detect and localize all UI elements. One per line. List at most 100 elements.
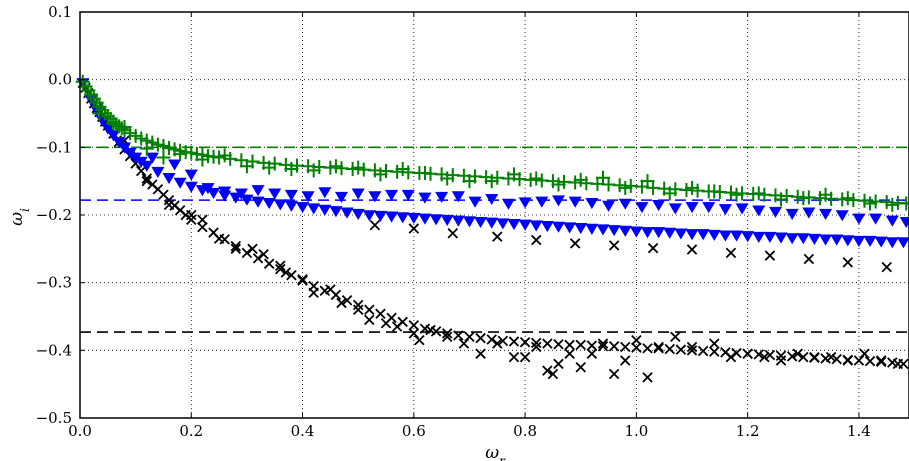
x-marker — [586, 340, 598, 351]
x-marker — [542, 338, 553, 349]
triangle-marker — [451, 215, 465, 227]
x-marker — [197, 214, 208, 225]
triangle-marker — [718, 204, 732, 216]
triangle-marker — [574, 223, 588, 235]
triangle-marker — [785, 208, 799, 220]
triangle-marker — [340, 207, 354, 219]
x-marker — [775, 350, 787, 361]
x-marker — [380, 318, 392, 329]
x-marker — [141, 175, 153, 187]
x-marker — [508, 336, 520, 347]
x-marker — [569, 238, 581, 249]
triangle-marker — [474, 216, 488, 229]
x-marker — [575, 362, 586, 373]
x-tick-label: 0.4 — [291, 422, 315, 440]
triangle-marker — [518, 197, 532, 209]
triangle-marker — [112, 137, 126, 149]
x-marker — [186, 214, 197, 225]
x-marker — [553, 358, 564, 370]
x-marker — [764, 250, 776, 261]
plus-marker — [262, 160, 277, 175]
triangle-marker — [234, 188, 248, 200]
triangle-marker — [435, 191, 449, 204]
x-marker — [631, 334, 642, 346]
x-marker — [530, 341, 542, 353]
x-marker — [608, 240, 620, 251]
x-marker — [364, 314, 375, 326]
triangle-marker — [863, 235, 877, 248]
triangle-marker — [551, 221, 566, 233]
plus-marker — [796, 191, 811, 206]
triangle-marker — [318, 187, 332, 199]
plus-marker — [173, 147, 188, 162]
x-marker — [297, 274, 308, 285]
triangle-marker — [652, 227, 666, 239]
triangle-marker — [796, 233, 810, 245]
x-marker — [492, 231, 503, 242]
triangle-marker — [707, 229, 721, 241]
triangle-marker — [718, 230, 732, 242]
triangle-marker — [140, 160, 154, 172]
triangle-marker — [440, 214, 454, 227]
plus-marker — [239, 159, 254, 174]
triangle-marker — [618, 198, 632, 210]
triangle-marker — [652, 200, 666, 212]
triangle-marker — [835, 210, 849, 222]
x-marker — [608, 368, 620, 380]
x-marker — [453, 330, 464, 341]
triangle-marker — [518, 219, 532, 231]
x-marker — [369, 219, 381, 231]
y-tick-label: −0.3 — [36, 274, 72, 292]
triangle-marker — [407, 212, 421, 224]
x-marker — [352, 304, 364, 315]
plus-marker — [506, 167, 521, 182]
x-marker — [653, 341, 664, 353]
x-marker — [742, 348, 753, 359]
x-marker — [258, 249, 269, 260]
x-marker — [798, 351, 809, 363]
x-marker — [441, 331, 453, 343]
x-marker — [792, 348, 803, 359]
x-marker — [553, 339, 564, 350]
x-marker — [709, 338, 720, 349]
x-marker — [597, 338, 609, 349]
triangle-marker — [229, 192, 243, 204]
x-marker — [697, 345, 709, 357]
triangle-marker — [696, 229, 710, 241]
triangle-marker — [362, 210, 376, 222]
x-marker — [375, 308, 386, 320]
triangle-marker — [596, 224, 610, 236]
y-axis-label-sub: i — [18, 208, 32, 212]
triangle-marker — [563, 222, 577, 234]
x-marker — [163, 199, 175, 211]
triangle-marker — [251, 196, 265, 208]
triangle-marker — [685, 202, 699, 214]
x-marker — [519, 336, 531, 348]
triangle-marker — [145, 152, 159, 164]
triangle-marker — [885, 237, 899, 249]
triangle-marker — [741, 231, 755, 243]
y-tick-label: −0.5 — [36, 409, 72, 427]
triangle-marker — [752, 205, 766, 217]
x-marker — [753, 349, 765, 360]
data-markers — [75, 74, 909, 383]
x-marker — [709, 346, 720, 357]
triangle-marker — [899, 216, 909, 229]
x-marker — [759, 351, 770, 363]
x-marker — [775, 355, 787, 366]
x-marker — [408, 223, 420, 234]
x-marker — [341, 295, 353, 306]
plus-marker — [284, 161, 299, 176]
x-marker — [241, 247, 253, 259]
triangle-marker — [401, 189, 415, 201]
x-marker — [864, 355, 876, 367]
x-tick-label: 0.8 — [513, 422, 537, 440]
x-tick-label: 1.4 — [847, 422, 871, 440]
triangle-marker — [607, 225, 621, 237]
x-marker — [475, 332, 486, 344]
x-marker — [725, 247, 737, 259]
plus-marker — [751, 186, 766, 201]
triangle-marker — [268, 188, 282, 200]
triangle-marker — [385, 211, 399, 223]
